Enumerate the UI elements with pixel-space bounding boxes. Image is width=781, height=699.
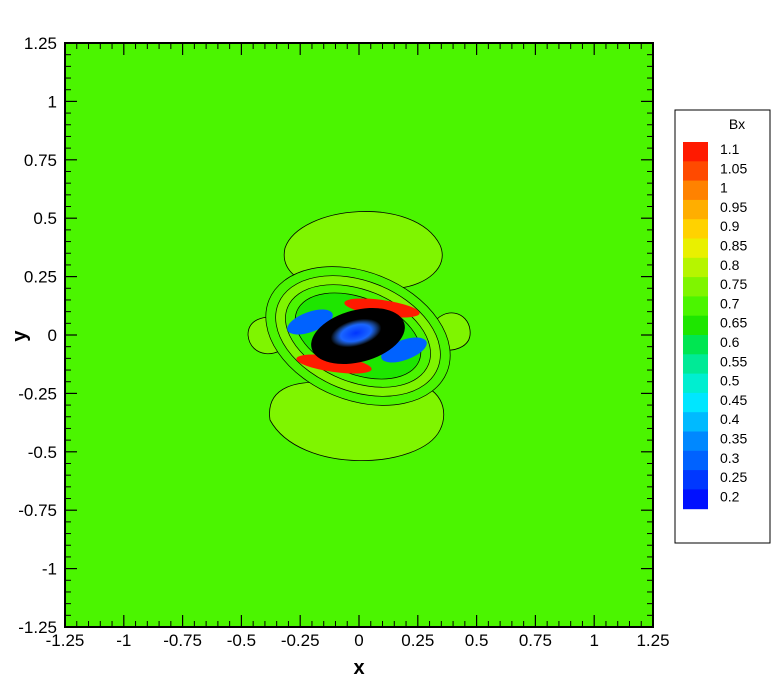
y-tick-label: -0.25 <box>18 384 57 403</box>
colorbar-level-label: 0.45 <box>720 392 747 408</box>
colorbar-swatch <box>683 373 708 394</box>
colorbar-level-label: 1.05 <box>720 160 747 176</box>
x-tick-label: 0 <box>354 631 363 650</box>
y-axis-title: y <box>9 330 31 342</box>
colorbar-swatch <box>683 431 708 452</box>
colorbar-level-label: 0.35 <box>720 431 747 447</box>
colorbar-level-label: 0.2 <box>720 488 740 504</box>
x-axis-title: x <box>353 657 364 679</box>
x-tick-label: -1.25 <box>46 631 85 650</box>
colorbar-swatch <box>683 354 708 375</box>
colorbar-title: Bx <box>729 116 745 132</box>
y-tick-label: -1 <box>42 560 57 579</box>
colorbar-level-label: 0.95 <box>720 199 747 215</box>
colorbar-level-label: 0.65 <box>720 315 747 331</box>
y-tick-label: 0.5 <box>33 209 57 228</box>
colorbar-level-label: 0.3 <box>720 450 740 466</box>
contour-low-lobe-left <box>287 309 333 335</box>
colorbar-level-label: 0.85 <box>720 238 747 254</box>
colorbar-level-label: 0.55 <box>720 353 747 369</box>
y-tick-label: 0 <box>48 326 57 345</box>
colorbar-swatch <box>683 315 708 336</box>
colorbar-level-label: 0.9 <box>720 218 740 234</box>
colorbar-level-label: 0.6 <box>720 334 740 350</box>
contour-field <box>247 211 471 462</box>
colorbar-swatch <box>683 470 708 490</box>
colorbar-swatch <box>683 257 708 278</box>
colorbar-swatch <box>683 238 708 259</box>
x-tick-label: 1 <box>589 631 598 650</box>
colorbar-swatch <box>683 199 708 220</box>
x-tick-label: 1.25 <box>636 631 669 650</box>
x-tick-label: 0.75 <box>519 631 552 650</box>
x-tick-label: -0.5 <box>227 631 256 650</box>
colorbar-swatch <box>683 335 708 355</box>
y-tick-label: -0.75 <box>18 501 57 520</box>
colorbar-swatch <box>683 296 708 317</box>
y-tick-label: 0.25 <box>24 268 57 287</box>
colorbar-labels: 1.1 1.05 1 0.95 0.9 0.85 0.8 0.75 0.7 0.65 0.6 0.55… <box>720 141 747 504</box>
colorbar-level-label: 0.4 <box>720 411 740 427</box>
y-tick-label: 1.25 <box>24 34 57 53</box>
contour-center-core <box>330 318 382 348</box>
y-tick-label: 0.75 <box>24 151 57 170</box>
colorbar-legend: Bx 1.1 1.05 1 0.95 0.9 0.85 0.8 0.75 0.7 0.65 0.6 0… <box>674 109 771 544</box>
colorbar-level-label: 0.7 <box>720 295 740 311</box>
colorbar-level-label: 1 <box>720 180 728 196</box>
colorbar-swatch <box>683 142 708 162</box>
x-tick-label: -1 <box>116 631 131 650</box>
contour-low-lobe-right <box>381 337 427 363</box>
colorbar-level-label: 0.8 <box>720 257 740 273</box>
colorbar-swatch <box>683 277 708 297</box>
colorbar-level-label: 0.75 <box>720 276 747 292</box>
colorbar-level-label: 0.25 <box>720 469 747 485</box>
contour-high-band-top <box>344 298 420 318</box>
colorbar-level-label: 0.5 <box>720 373 740 389</box>
colorbar-swatches <box>683 142 708 510</box>
colorbar-swatch <box>683 412 708 432</box>
y-tick-label: 1 <box>48 92 57 111</box>
y-axis: 1.25 1 0.75 0.5 0.25 0 -0.25 -0.5 -0.75 -1 -1.25 <box>18 34 653 637</box>
y-tick-label: -0.5 <box>28 443 57 462</box>
x-tick-label: -0.75 <box>163 631 202 650</box>
colorbar-swatch <box>683 180 708 201</box>
x-tick-label: 0.5 <box>465 631 489 650</box>
x-axis: -1.25 -1 -0.75 -0.5 -0.25 0 0.25 0.5 0.75 1 1.25 <box>46 43 670 650</box>
colorbar-level-label: 1.1 <box>720 141 740 157</box>
x-tick-label: 0.25 <box>401 631 434 650</box>
colorbar-swatch <box>683 392 708 413</box>
x-tick-label: -0.25 <box>281 631 320 650</box>
colorbar-swatch <box>683 219 708 239</box>
colorbar-swatch <box>683 450 708 471</box>
colorbar-swatch <box>683 161 708 182</box>
y-tick-label: -1.25 <box>18 618 57 637</box>
colorbar-swatch <box>683 489 708 510</box>
contour-high-band-bottom <box>296 354 372 374</box>
